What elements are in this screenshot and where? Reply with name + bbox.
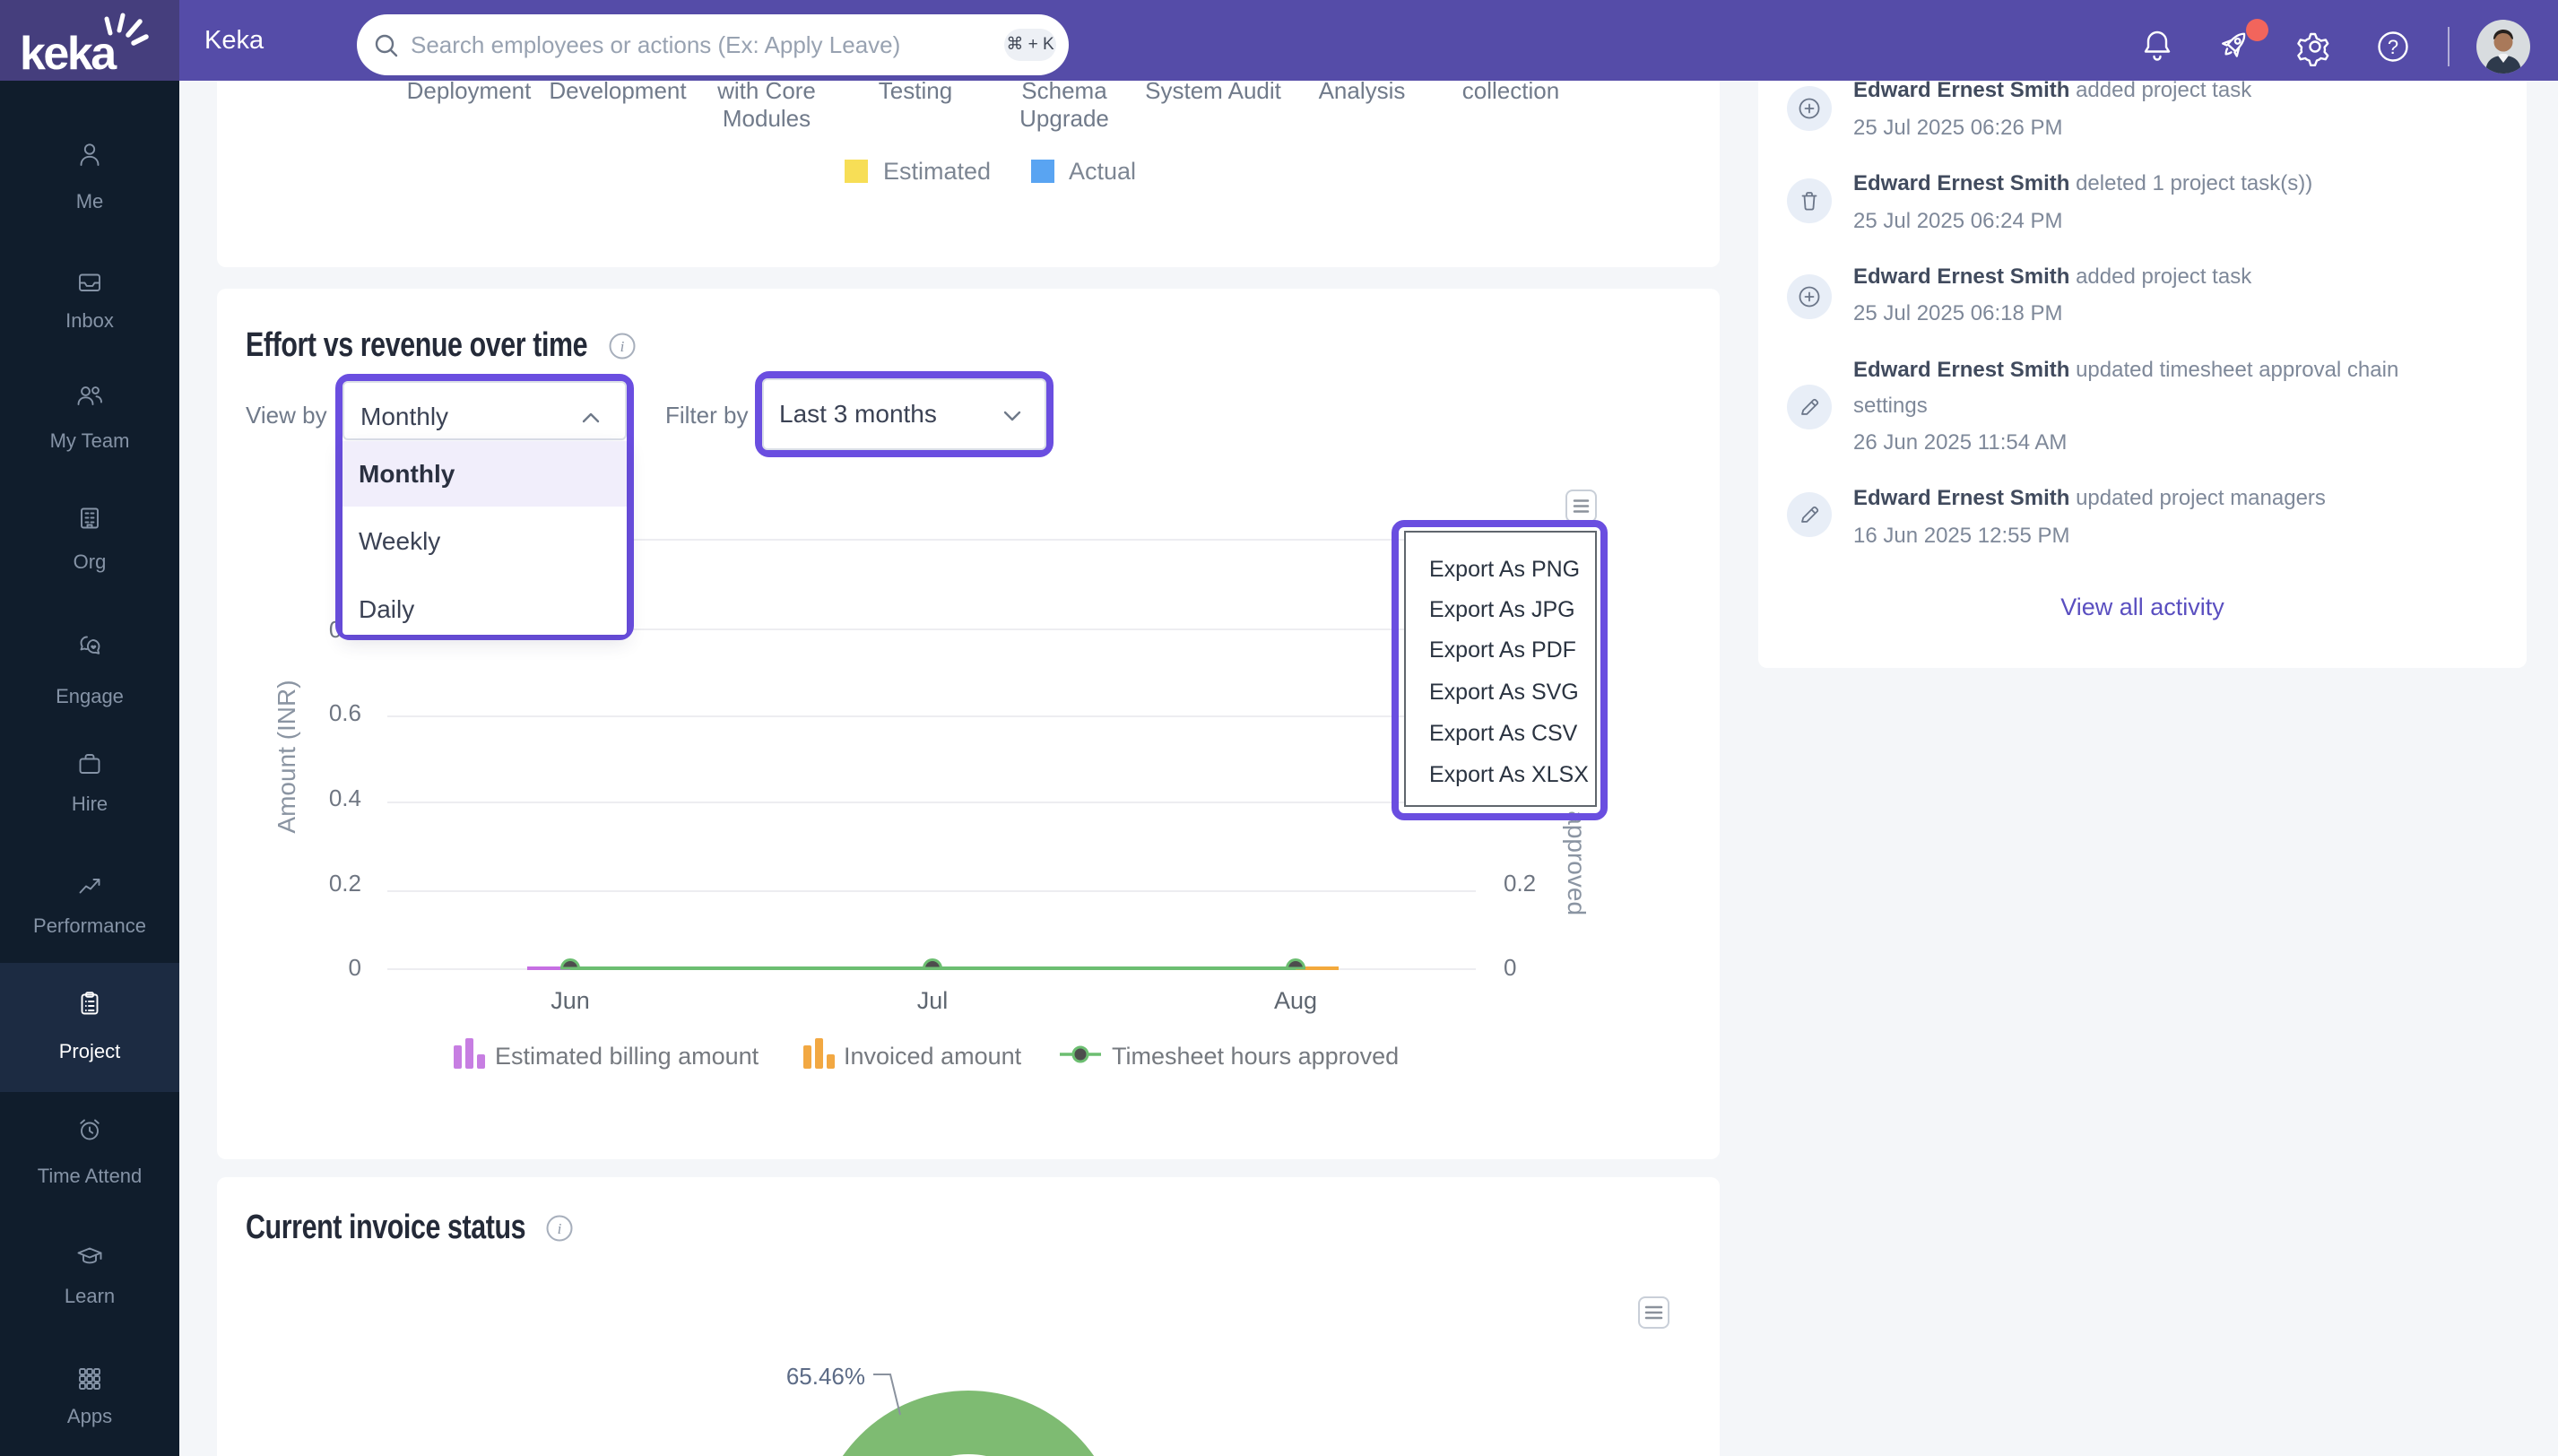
svg-text:i: i [620,338,625,355]
svg-text:keka: keka [20,28,117,79]
svg-text:?: ? [2388,36,2398,58]
svg-text:i: i [558,1220,562,1237]
